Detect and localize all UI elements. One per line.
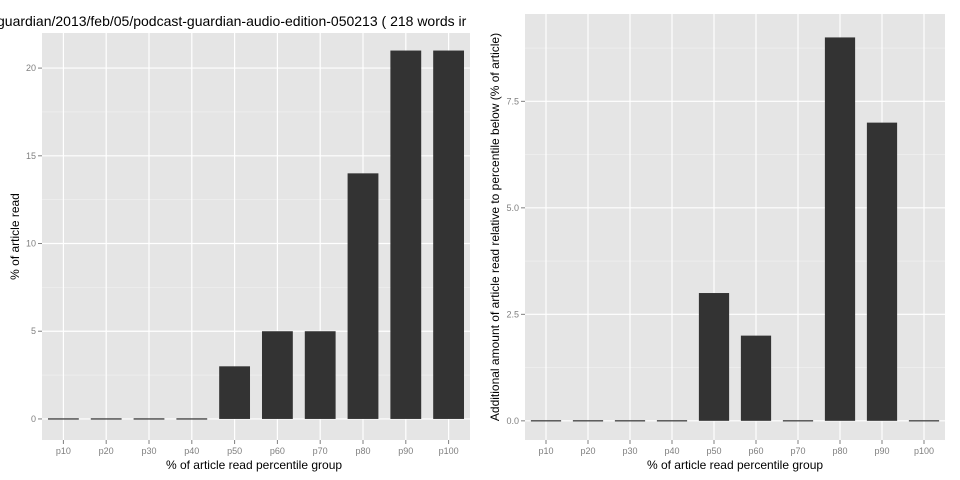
bar-p10 <box>47 418 79 420</box>
bar-p100 <box>433 50 465 419</box>
bar-p80 <box>347 173 379 419</box>
chart-title: guardian/2013/feb/05/podcast-guardian-au… <box>0 13 467 29</box>
x-tick-label: p70 <box>790 446 805 456</box>
bar-p80 <box>824 37 856 421</box>
y-axis-label: Additional amount of article read relati… <box>488 33 502 421</box>
x-tick-label: p50 <box>706 446 721 456</box>
x-tick-label: p50 <box>227 446 242 456</box>
bar-p90 <box>390 50 422 419</box>
x-tick-label: p100 <box>914 446 934 456</box>
x-axis-label: % of article read percentile group <box>647 458 823 472</box>
x-tick-label: p10 <box>56 446 71 456</box>
x-tick-label: p60 <box>270 446 285 456</box>
y-tick-label: 0.0 <box>506 416 519 426</box>
x-tick-label: p90 <box>398 446 413 456</box>
x-tick-label: p40 <box>664 446 679 456</box>
x-tick-label: p10 <box>538 446 553 456</box>
bar-p30 <box>614 420 646 422</box>
x-tick-label: p100 <box>439 446 459 456</box>
x-tick-label: p90 <box>874 446 889 456</box>
bar-p40 <box>176 418 208 420</box>
bar-p90 <box>866 122 898 421</box>
y-tick-label: 0 <box>31 414 36 424</box>
y-axis-label: % of article read <box>8 193 22 280</box>
bar-p100 <box>908 420 940 422</box>
bar-p30 <box>133 418 165 420</box>
chart-right: 0.0 2.5 5.0 7.5 p10 p20 p30 p40 p50 p60 p70 p80 p90 p… <box>488 14 945 472</box>
x-tick-label: p60 <box>748 446 763 456</box>
bar-p20 <box>572 420 604 422</box>
x-tick-label: p80 <box>355 446 370 456</box>
y-tick-label: 15 <box>26 151 36 161</box>
x-tick-label: p70 <box>313 446 328 456</box>
bar-p60 <box>740 335 772 421</box>
y-tick-label: 5.0 <box>506 203 519 213</box>
y-tick-label: 2.5 <box>506 309 519 319</box>
x-tick-label: p20 <box>580 446 595 456</box>
bar-p20 <box>90 418 122 420</box>
x-axis-label: % of article read percentile group <box>166 458 342 472</box>
bar-p10 <box>530 420 562 422</box>
y-tick-label: 5 <box>31 326 36 336</box>
bar-p40 <box>656 420 688 422</box>
x-tick-label: p40 <box>184 446 199 456</box>
x-tick-label: p80 <box>832 446 847 456</box>
y-tick-label: 7.5 <box>506 96 519 106</box>
bar-p50 <box>698 293 730 421</box>
x-tick-label: p20 <box>99 446 114 456</box>
bar-p70 <box>304 331 336 419</box>
x-tick-label: p30 <box>622 446 637 456</box>
bar-p50 <box>219 366 251 419</box>
x-tick-label: p30 <box>141 446 156 456</box>
y-tick-label: 20 <box>26 63 36 73</box>
chart-left: 0 5 10 15 20 p10 p20 p30 p40 p50 p60 p70 p80 p90 p100%… <box>0 13 470 472</box>
y-tick-label: 10 <box>26 239 36 249</box>
bar-p60 <box>261 331 293 419</box>
bar-p70 <box>782 420 814 422</box>
